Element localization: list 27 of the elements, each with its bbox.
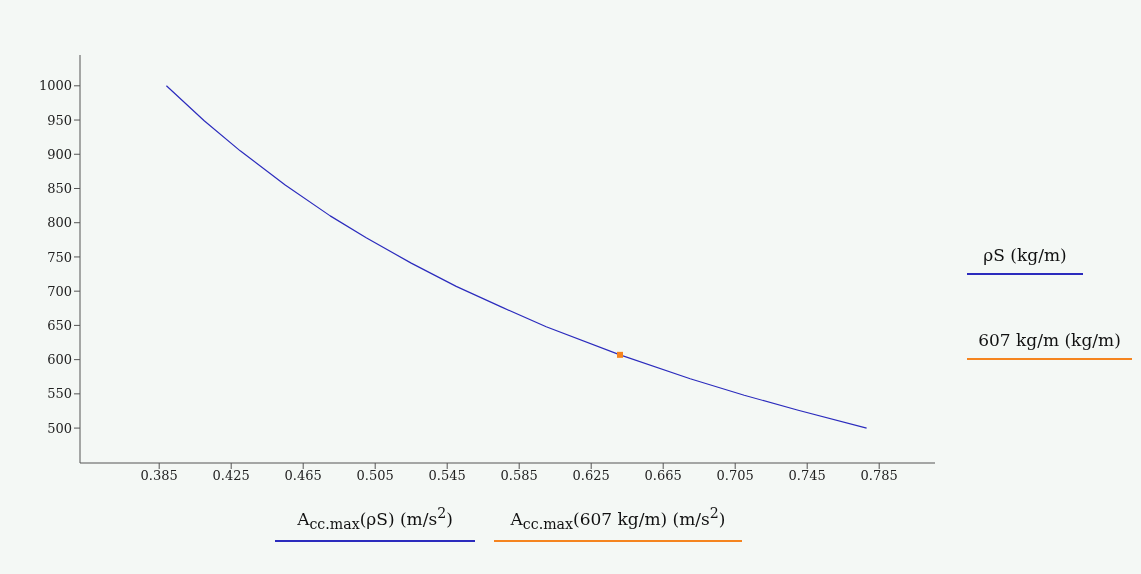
y-tick-label: 750 [47, 249, 72, 265]
y-tick-label: 850 [47, 181, 72, 197]
y-tick-label: 700 [47, 283, 72, 299]
x-tick-label: 0.745 [788, 468, 826, 484]
x-tick-label: 0.425 [212, 468, 250, 484]
x-tick-label: 0.705 [716, 468, 754, 484]
y-tick-label: 800 [47, 215, 72, 231]
y-tick-label: 1000 [38, 78, 72, 94]
y-tick-label: 900 [47, 146, 72, 162]
x-tick-label: 0.545 [428, 468, 466, 484]
x-tick-label: 0.585 [500, 468, 538, 484]
line-series [165, 85, 868, 429]
text: 607 kg/m (kg/m) [977, 330, 1122, 350]
x-tick-label: 0.665 [644, 468, 682, 484]
text: A$_{cc.max}$(607 kg/m) (m/s$^{2}$) [509, 505, 727, 533]
y-tick-label: 950 [47, 112, 72, 128]
x-tick-label: 0.625 [572, 468, 610, 484]
y-axis-title: ρS (kg/m) [982, 245, 1068, 265]
y-tick-label: 550 [47, 386, 72, 402]
x-axis-title: A$_{cc.max}$(ρS) (m/s$^{2}$) [296, 505, 454, 533]
x-tick-label: 0.785 [860, 468, 898, 484]
y-tick-label: 500 [47, 420, 72, 436]
y-tick-label: 600 [47, 352, 72, 368]
x-tick-label: 0.465 [284, 468, 322, 484]
y-tick-label: 650 [47, 318, 72, 334]
x-tick-label: 0.505 [356, 468, 394, 484]
x-tick-label: 0.385 [140, 468, 178, 484]
